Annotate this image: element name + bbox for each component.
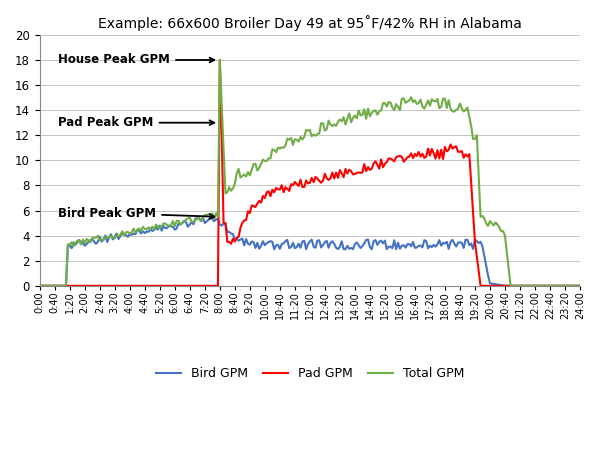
Total GPM — [36, 283, 43, 289]
Total GPM — [464, 105, 471, 110]
Total GPM — [61, 283, 68, 289]
Pad GPM — [36, 283, 43, 289]
Bird GPM — [218, 223, 225, 228]
Bird GPM — [464, 237, 471, 243]
Total GPM — [218, 101, 225, 107]
Line: Pad GPM: Pad GPM — [40, 60, 580, 286]
Legend: Bird GPM, Pad GPM, Total GPM: Bird GPM, Pad GPM, Total GPM — [151, 362, 469, 385]
Text: Bird Peak GPM: Bird Peak GPM — [58, 207, 214, 219]
Pad GPM — [577, 283, 584, 289]
Pad GPM — [301, 184, 308, 190]
Total GPM — [577, 283, 584, 289]
Pad GPM — [61, 283, 68, 289]
Text: House Peak GPM: House Peak GPM — [58, 54, 214, 67]
Line: Total GPM: Total GPM — [40, 60, 580, 286]
Bird GPM — [301, 238, 308, 243]
Bird GPM — [207, 214, 214, 220]
Pad GPM — [216, 57, 223, 63]
Bird GPM — [117, 233, 124, 238]
Bird GPM — [42, 283, 49, 289]
Pad GPM — [42, 283, 49, 289]
Total GPM — [117, 232, 124, 237]
Bird GPM — [577, 283, 584, 289]
Bird GPM — [36, 283, 43, 289]
Total GPM — [301, 134, 308, 140]
Title: Example: 66x600 Broiler Day 49 at 95˚F/42% RH in Alabama: Example: 66x600 Broiler Day 49 at 95˚F/4… — [98, 15, 522, 31]
Bird GPM — [61, 283, 68, 289]
Text: Pad Peak GPM: Pad Peak GPM — [58, 116, 214, 129]
Line: Bird GPM: Bird GPM — [40, 217, 580, 286]
Total GPM — [42, 283, 49, 289]
Pad GPM — [218, 133, 225, 138]
Pad GPM — [117, 283, 124, 289]
Pad GPM — [464, 154, 471, 159]
Total GPM — [216, 57, 223, 63]
